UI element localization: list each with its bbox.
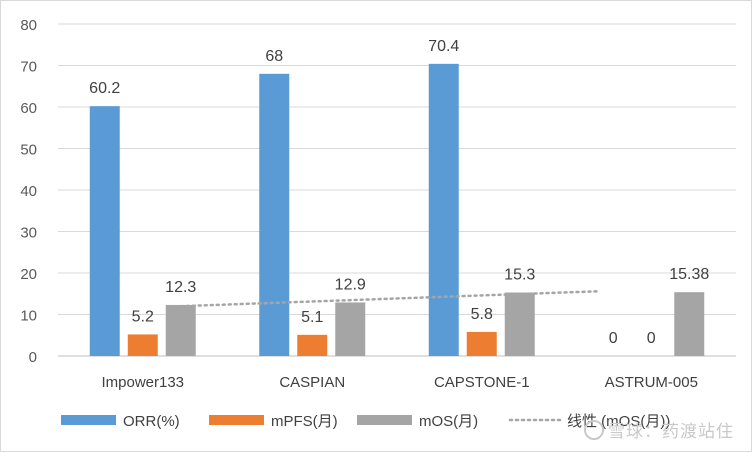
watermark: 雪球：药渡站住 xyxy=(584,417,734,442)
bar xyxy=(674,292,704,356)
legend-label: mPFS(月) xyxy=(271,413,338,430)
x-tick-label: Impower133 xyxy=(101,374,184,391)
data-label: 15.3 xyxy=(504,267,535,284)
y-tick-label: 20 xyxy=(20,266,37,283)
data-label: 68 xyxy=(265,48,283,65)
data-label: 12.9 xyxy=(335,276,366,293)
legend-swatch xyxy=(209,415,264,425)
x-tick-label: CAPSTONE-1 xyxy=(434,374,530,391)
data-label: 5.1 xyxy=(301,309,323,326)
bar xyxy=(166,305,196,356)
y-tick-label: 0 xyxy=(29,349,37,366)
bar xyxy=(429,64,459,356)
x-tick-label: CASPIAN xyxy=(279,374,345,391)
y-tick-label: 10 xyxy=(20,308,37,325)
y-tick-label: 80 xyxy=(20,17,37,34)
data-label: 70.4 xyxy=(428,38,459,55)
bar xyxy=(259,74,289,356)
data-label: 0 xyxy=(609,330,618,347)
x-tick-label: ASTRUM-005 xyxy=(605,374,698,391)
legend-label: mOS(月) xyxy=(419,413,478,430)
bar xyxy=(128,334,158,356)
y-tick-label: 60 xyxy=(20,100,37,117)
y-tick-label: 50 xyxy=(20,142,37,159)
data-label: 15.38 xyxy=(669,266,709,283)
data-label: 12.3 xyxy=(165,279,196,296)
bar xyxy=(505,293,535,356)
bar xyxy=(90,106,120,356)
y-tick-label: 70 xyxy=(20,59,37,76)
watermark-text: 雪球：药渡站住 xyxy=(608,422,734,442)
legend-swatch xyxy=(357,415,412,425)
bar xyxy=(297,335,327,356)
snowball-logo-icon xyxy=(584,420,604,440)
data-label: 0 xyxy=(647,330,656,347)
bar xyxy=(335,302,365,356)
legend-label: ORR(%) xyxy=(123,413,180,430)
y-tick-label: 30 xyxy=(20,225,37,242)
y-tick-label: 40 xyxy=(20,183,37,200)
data-label: 60.2 xyxy=(89,80,120,97)
data-label: 5.2 xyxy=(132,308,154,325)
data-label: 5.8 xyxy=(471,306,493,323)
trendline xyxy=(181,291,599,306)
legend-swatch xyxy=(61,415,116,425)
bar xyxy=(467,332,497,356)
